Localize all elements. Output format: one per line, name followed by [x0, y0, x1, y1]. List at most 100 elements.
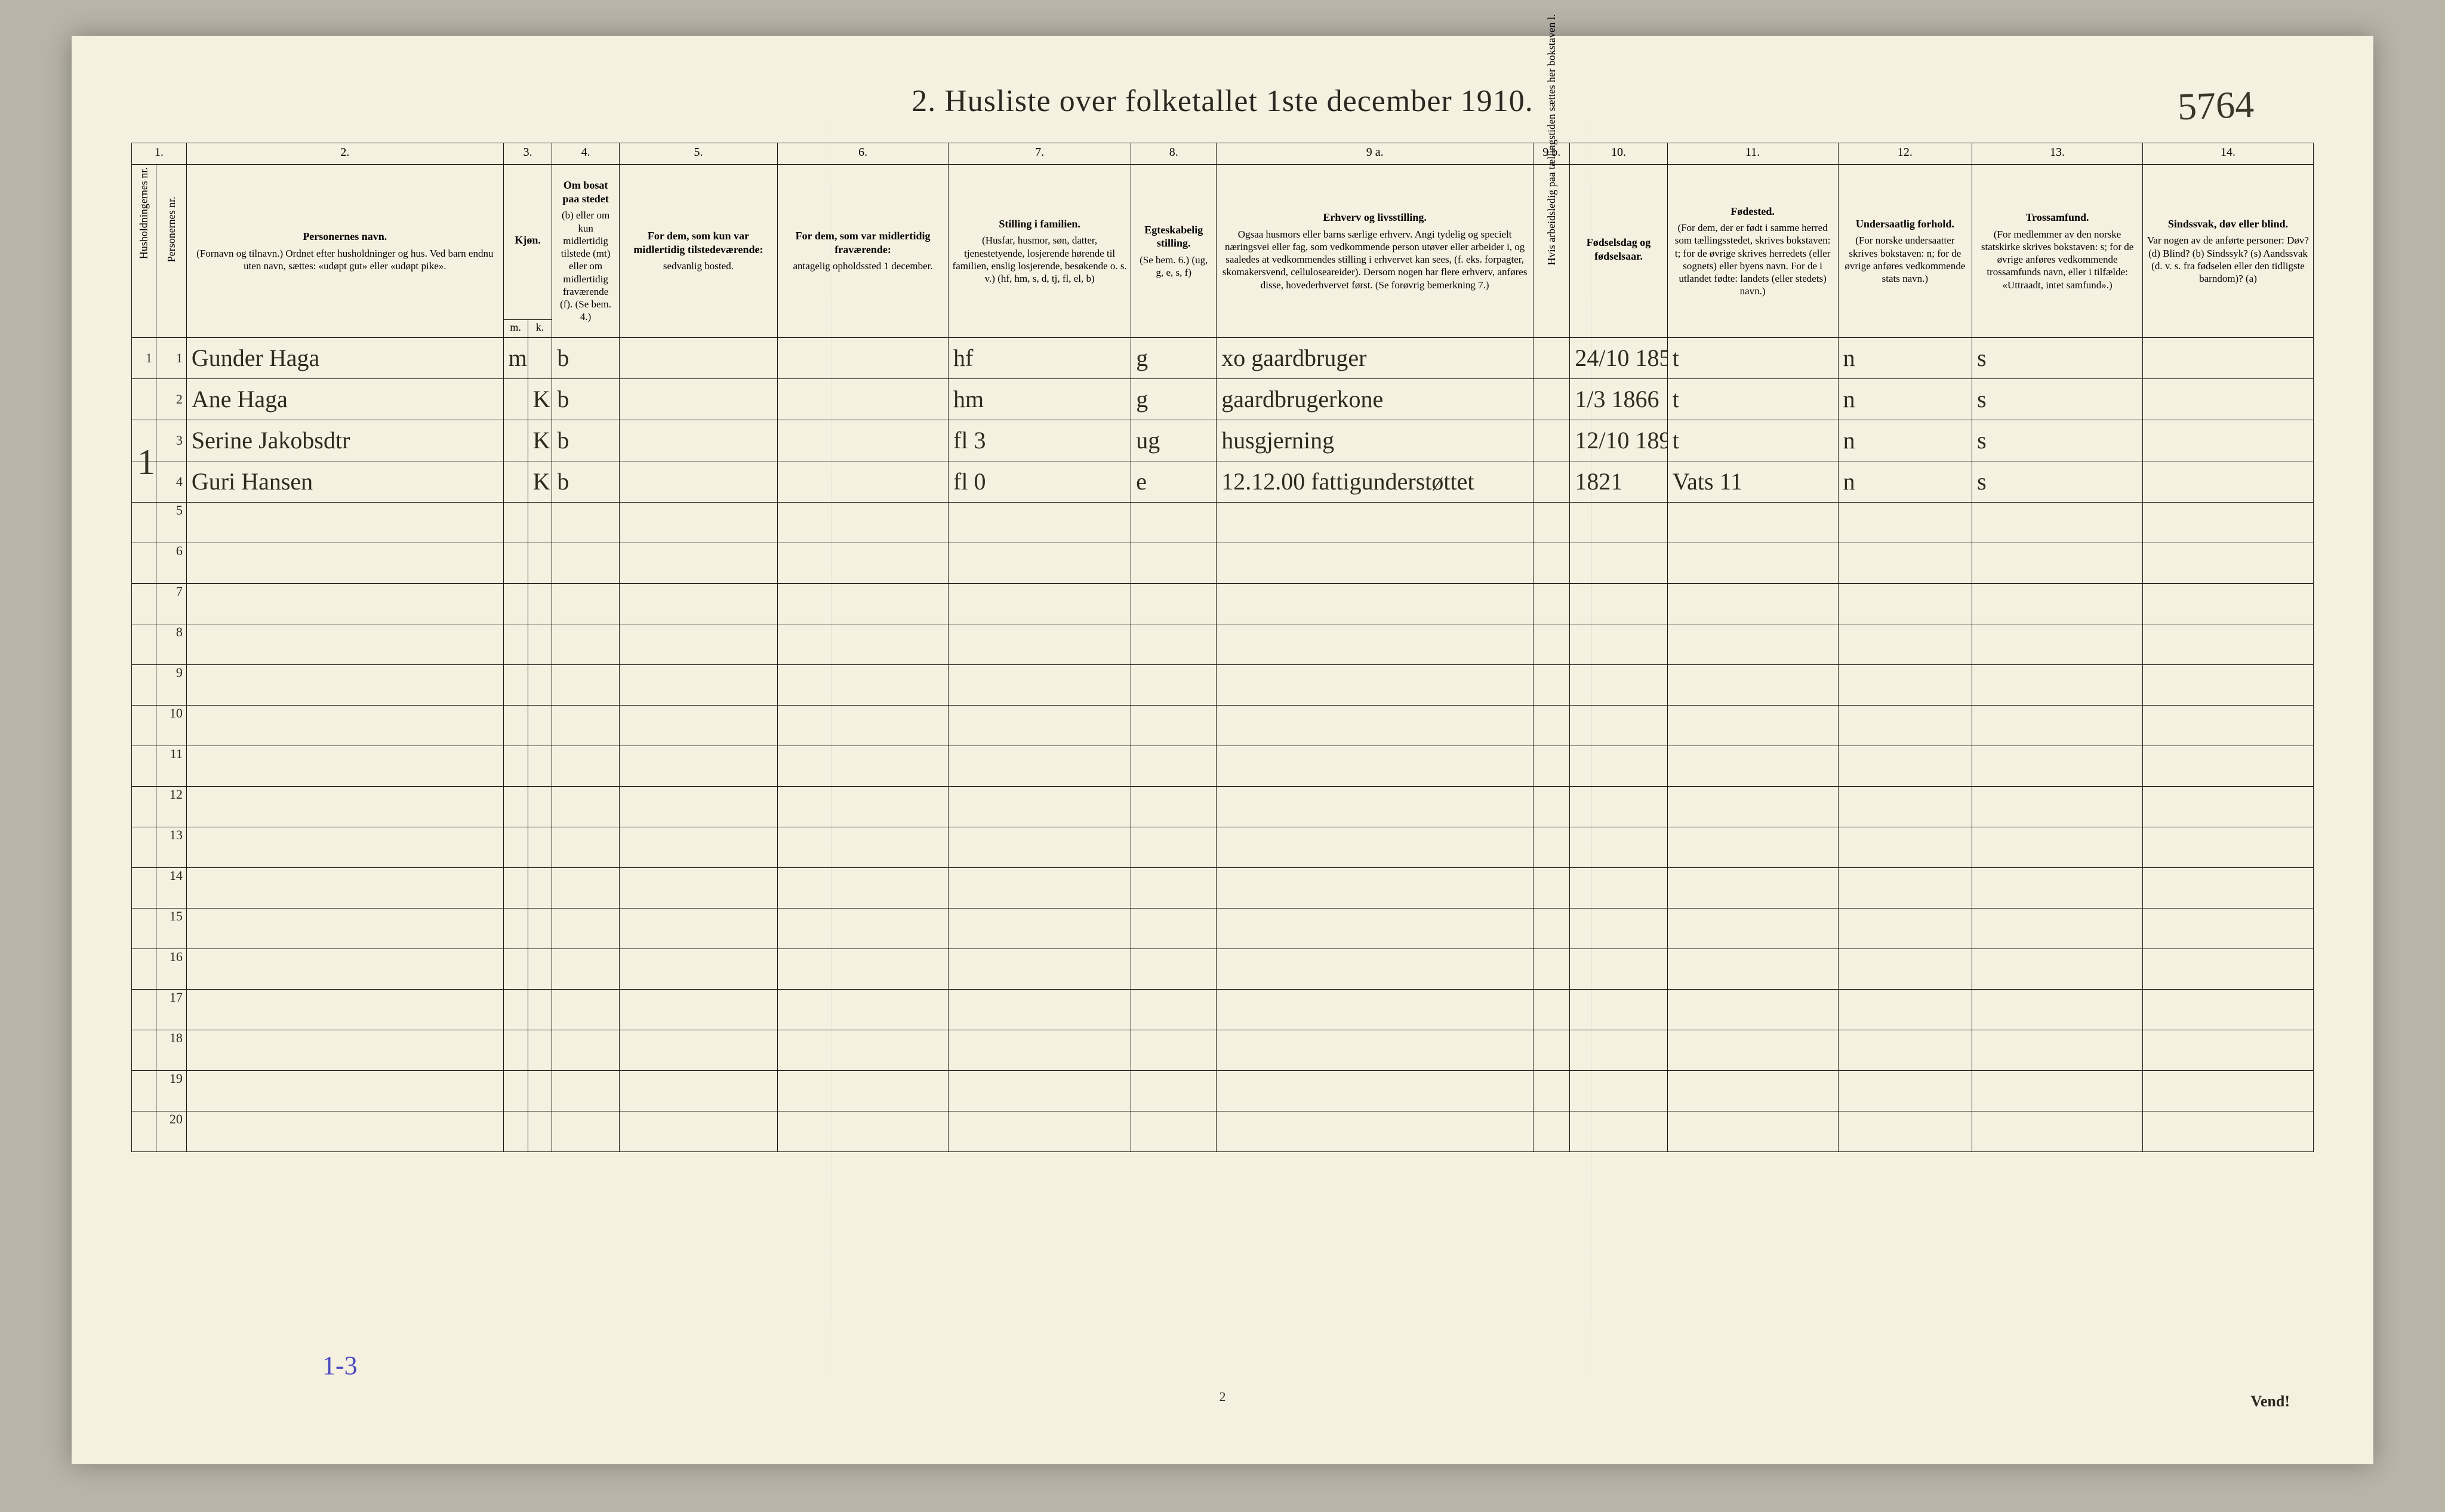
hdr-kjon: Kjøn. — [503, 165, 552, 320]
cell-empty — [186, 787, 503, 827]
cell-hus — [132, 1111, 156, 1152]
cell-empty — [186, 706, 503, 746]
cell-pers: 4 — [156, 461, 186, 503]
cell-hus — [132, 379, 156, 420]
cell-bosat: b — [552, 420, 619, 461]
cell-empty — [1972, 787, 2143, 827]
cell-empty — [1667, 1071, 1838, 1111]
cell-hus — [132, 665, 156, 706]
cell-name: Gunder Haga — [186, 338, 503, 379]
cell-empty — [1131, 868, 1217, 909]
cell-fodested: t — [1667, 379, 1838, 420]
cell-empty — [619, 827, 777, 868]
cell-empty — [528, 584, 552, 624]
cell-empty — [528, 1111, 552, 1152]
cell-empty — [1131, 1071, 1217, 1111]
cell-empty — [552, 1030, 619, 1071]
cell-empty — [1838, 990, 1972, 1030]
cell-empty — [528, 624, 552, 665]
cell-empty — [778, 827, 949, 868]
cell-empty — [1217, 543, 1533, 584]
cell-empty — [778, 543, 949, 584]
cell-empty — [2143, 909, 2314, 949]
cell-under: n — [1838, 420, 1972, 461]
cell-empty — [2143, 1030, 2314, 1071]
cell-empty — [619, 584, 777, 624]
cell-empty — [778, 868, 949, 909]
vend-note: Vend! — [2250, 1393, 2290, 1411]
page-title: 2. Husliste over folketallet 1ste decemb… — [131, 84, 2314, 119]
cell-c5 — [619, 338, 777, 379]
cell-tro: s — [1972, 338, 2143, 379]
cell-empty — [1972, 665, 2143, 706]
table-row-empty: 15 — [132, 909, 2314, 949]
cell-empty — [1217, 868, 1533, 909]
cell-egte: e — [1131, 461, 1217, 503]
cell-empty — [1972, 990, 2143, 1030]
cell-empty — [949, 1030, 1131, 1071]
cell-empty — [2143, 827, 2314, 868]
cell-empty — [1217, 787, 1533, 827]
cell-tro: s — [1972, 379, 2143, 420]
cell-empty — [1667, 1030, 1838, 1071]
cell-empty — [2143, 787, 2314, 827]
cell-pers: 9 — [156, 665, 186, 706]
cell-empty — [1131, 706, 1217, 746]
cell-empty — [552, 990, 619, 1030]
cell-c9b — [1533, 420, 1570, 461]
cell-empty — [2143, 543, 2314, 584]
cell-egte: ug — [1131, 420, 1217, 461]
cell-empty — [619, 543, 777, 584]
cell-empty — [949, 1071, 1131, 1111]
cell-m — [503, 379, 528, 420]
cell-fodsel: 24/10 1857 — [1570, 338, 1667, 379]
cell-empty — [1667, 706, 1838, 746]
cell-empty — [186, 990, 503, 1030]
cell-hus — [132, 503, 156, 543]
colnum-14: 14. — [2143, 143, 2314, 165]
cell-empty — [186, 624, 503, 665]
cell-empty — [1972, 909, 2143, 949]
cell-empty — [2143, 1111, 2314, 1152]
table-row-empty: 18 — [132, 1030, 2314, 1071]
cell-empty — [1131, 746, 1217, 787]
column-number-row: 1. 2. 3. 4. 5. 6. 7. 8. 9 a. 9 b. 10. 11… — [132, 143, 2314, 165]
cell-empty — [619, 787, 777, 827]
cell-empty — [1131, 909, 1217, 949]
table-row-empty: 8 — [132, 624, 2314, 665]
cell-hus — [132, 543, 156, 584]
cell-empty — [528, 990, 552, 1030]
cell-empty — [552, 949, 619, 990]
cell-empty — [1972, 543, 2143, 584]
cell-fodested: t — [1667, 338, 1838, 379]
hdr-5: For dem, som kun var midlertidig tilsted… — [619, 165, 777, 338]
cell-c6 — [778, 420, 949, 461]
cell-empty — [1972, 706, 2143, 746]
cell-empty — [778, 1111, 949, 1152]
cell-empty — [619, 503, 777, 543]
cell-empty — [1570, 665, 1667, 706]
colnum-13: 13. — [1972, 143, 2143, 165]
colnum-1: 1. — [132, 143, 187, 165]
cell-bosat: b — [552, 461, 619, 503]
cell-empty — [1131, 624, 1217, 665]
cell-pers: 7 — [156, 584, 186, 624]
table-row-empty: 16 — [132, 949, 2314, 990]
cell-empty — [1838, 787, 1972, 827]
cell-empty — [949, 949, 1131, 990]
cell-empty — [778, 787, 949, 827]
table-row-empty: 17 — [132, 990, 2314, 1030]
cell-empty — [619, 990, 777, 1030]
cell-m — [503, 420, 528, 461]
cell-empty — [619, 624, 777, 665]
cell-egte: g — [1131, 338, 1217, 379]
cell-pers: 17 — [156, 990, 186, 1030]
table-row-empty: 5 — [132, 503, 2314, 543]
cell-empty — [552, 787, 619, 827]
cell-empty — [528, 827, 552, 868]
cell-empty — [949, 706, 1131, 746]
cell-empty — [1131, 1111, 1217, 1152]
cell-hus — [132, 827, 156, 868]
cell-empty — [1667, 503, 1838, 543]
cell-c9b — [1533, 461, 1570, 503]
